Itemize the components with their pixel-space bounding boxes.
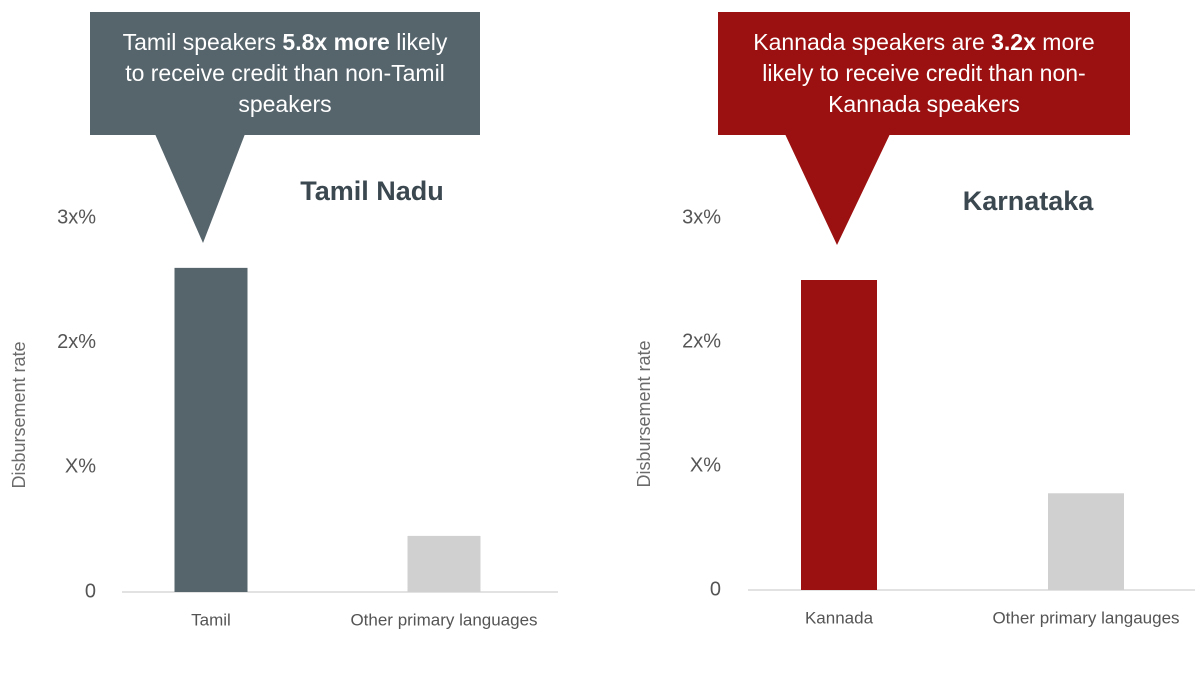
- y-tick-label: 3x%: [682, 206, 721, 228]
- y-tick-label: 0: [710, 578, 721, 600]
- callout: Tamil speakers 5.8x more likely to recei…: [90, 12, 480, 135]
- callout-part: 5.8x more: [282, 29, 390, 55]
- y-tick-label: 2x%: [57, 331, 96, 353]
- callout-part: 3.2x: [991, 29, 1036, 55]
- y-axis-label: Disbursement rate: [634, 340, 654, 487]
- callout-part: Tamil speakers: [122, 29, 283, 55]
- bar: [174, 267, 248, 592]
- callout-text: Kannada speakers are 3.2x more likely to…: [748, 27, 1100, 120]
- y-axis-label: Disbursement rate: [9, 341, 29, 488]
- y-tick-label: 2x%: [682, 330, 721, 352]
- callout-pointer: [785, 134, 890, 245]
- chart-title: Karnataka: [963, 186, 1095, 216]
- callout-part: more likely to receive credit than non-K…: [762, 29, 1095, 117]
- bar: [407, 535, 481, 592]
- bar: [801, 280, 877, 590]
- chart-title: Tamil Nadu: [300, 176, 444, 206]
- y-tick-label: 0: [85, 580, 96, 602]
- x-tick-label: Kannada: [805, 608, 874, 627]
- y-tick-label: 3x%: [57, 206, 96, 228]
- bar: [1048, 493, 1124, 590]
- callout-part: Kannada speakers are: [753, 29, 992, 55]
- x-tick-label: Tamil: [191, 610, 231, 629]
- callout-pointer: [155, 134, 245, 243]
- callout: Kannada speakers are 3.2x more likely to…: [718, 12, 1130, 135]
- x-tick-label: Other primary languages: [350, 610, 537, 629]
- y-tick-label: X%: [65, 456, 96, 478]
- y-tick-label: X%: [690, 454, 721, 476]
- callout-part: likely to receive credit than non-Tamil …: [125, 29, 448, 117]
- x-tick-label: Other primary langauges: [992, 608, 1179, 627]
- callout-text: Tamil speakers 5.8x more likely to recei…: [120, 27, 450, 120]
